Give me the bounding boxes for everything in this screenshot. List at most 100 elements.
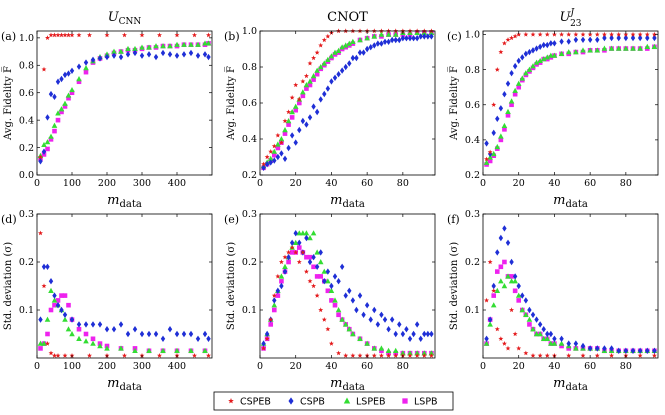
data-point	[122, 353, 127, 358]
data-point	[487, 321, 493, 327]
x-tick-label: 300	[133, 361, 151, 372]
data-point	[282, 118, 288, 124]
data-point	[523, 70, 529, 76]
data-point	[286, 259, 291, 265]
panel-title: UCNN	[108, 10, 142, 27]
data-point	[174, 32, 180, 38]
data-point	[512, 273, 518, 280]
data-point	[371, 33, 378, 39]
data-point	[364, 340, 370, 346]
data-point	[498, 133, 504, 139]
data-point	[146, 330, 152, 338]
data-point	[59, 75, 64, 83]
data-point	[286, 254, 291, 261]
data-point	[595, 36, 600, 43]
data-point	[336, 312, 341, 318]
data-point	[350, 54, 356, 62]
data-point	[314, 71, 320, 77]
data-point	[342, 42, 349, 48]
data-points	[260, 28, 435, 171]
x-tick-label: 400	[168, 361, 186, 372]
data-point	[541, 41, 546, 49]
data-point	[498, 234, 504, 242]
series-lspb	[261, 30, 434, 171]
data-point	[264, 336, 270, 341]
data-point	[400, 350, 406, 356]
data-point	[386, 326, 391, 333]
data-point	[422, 33, 427, 40]
data-point	[83, 321, 89, 328]
data-point	[325, 33, 331, 39]
data-point	[48, 287, 54, 293]
data-point	[332, 49, 338, 55]
data-point	[293, 249, 299, 255]
data-point	[69, 86, 75, 93]
data-point	[354, 306, 359, 314]
y-tick-label: 1.0	[19, 33, 34, 44]
data-point	[202, 347, 208, 353]
data-point	[573, 345, 579, 351]
data-point	[38, 230, 43, 236]
data-point	[551, 340, 558, 346]
x-tick-label: 20	[513, 361, 525, 372]
data-point	[104, 53, 110, 61]
data-point	[48, 307, 54, 313]
data-point	[76, 335, 82, 341]
data-point	[329, 78, 334, 85]
data-point	[651, 31, 657, 37]
data-point	[311, 264, 316, 270]
data-point	[354, 54, 359, 62]
data-point	[336, 350, 342, 356]
data-point	[300, 89, 306, 95]
data-point	[533, 331, 540, 337]
series-cspb	[38, 263, 211, 342]
data-point	[307, 60, 313, 66]
data-point	[192, 32, 197, 38]
data-point	[271, 307, 277, 313]
data-point	[509, 69, 514, 77]
data-point	[202, 330, 208, 338]
data-point	[278, 136, 285, 142]
legend-label: LSPEB	[356, 397, 386, 408]
data-point	[300, 230, 306, 236]
data-point	[350, 353, 356, 358]
legend-item-cspeb: CSPEB	[228, 397, 271, 408]
x-axis-label: mdata	[107, 193, 142, 210]
data-point	[188, 330, 194, 338]
data-point	[490, 150, 497, 157]
data-point	[505, 108, 511, 114]
data-point	[69, 32, 75, 38]
data-point	[279, 278, 284, 284]
data-point	[332, 74, 338, 81]
data-point	[125, 45, 131, 52]
data-point	[48, 32, 54, 38]
data-point	[314, 263, 320, 270]
data-point	[153, 330, 159, 338]
legend-item-lspeb: LSPEB	[343, 397, 386, 408]
data-point	[174, 347, 180, 353]
data-point	[303, 230, 310, 236]
data-point	[286, 122, 291, 127]
data-point	[512, 278, 518, 284]
data-point	[509, 307, 515, 313]
data-point	[343, 63, 348, 71]
data-point	[322, 90, 327, 98]
data-point	[516, 57, 521, 65]
data-point	[52, 302, 57, 308]
data-point	[272, 297, 277, 304]
data-point	[122, 32, 127, 38]
data-point	[174, 52, 180, 59]
x-axis-label-sub: data	[565, 199, 587, 210]
y-tick-label: 0.2	[19, 257, 34, 268]
data-point	[321, 317, 327, 322]
data-points	[483, 225, 658, 358]
data-point	[62, 71, 68, 79]
data-point	[498, 105, 504, 112]
x-tick-label: 200	[98, 361, 116, 372]
data-point	[368, 316, 373, 323]
data-point	[339, 67, 345, 74]
data-point	[188, 347, 194, 353]
data-point	[411, 330, 416, 338]
panel-label: (c)	[447, 30, 462, 43]
